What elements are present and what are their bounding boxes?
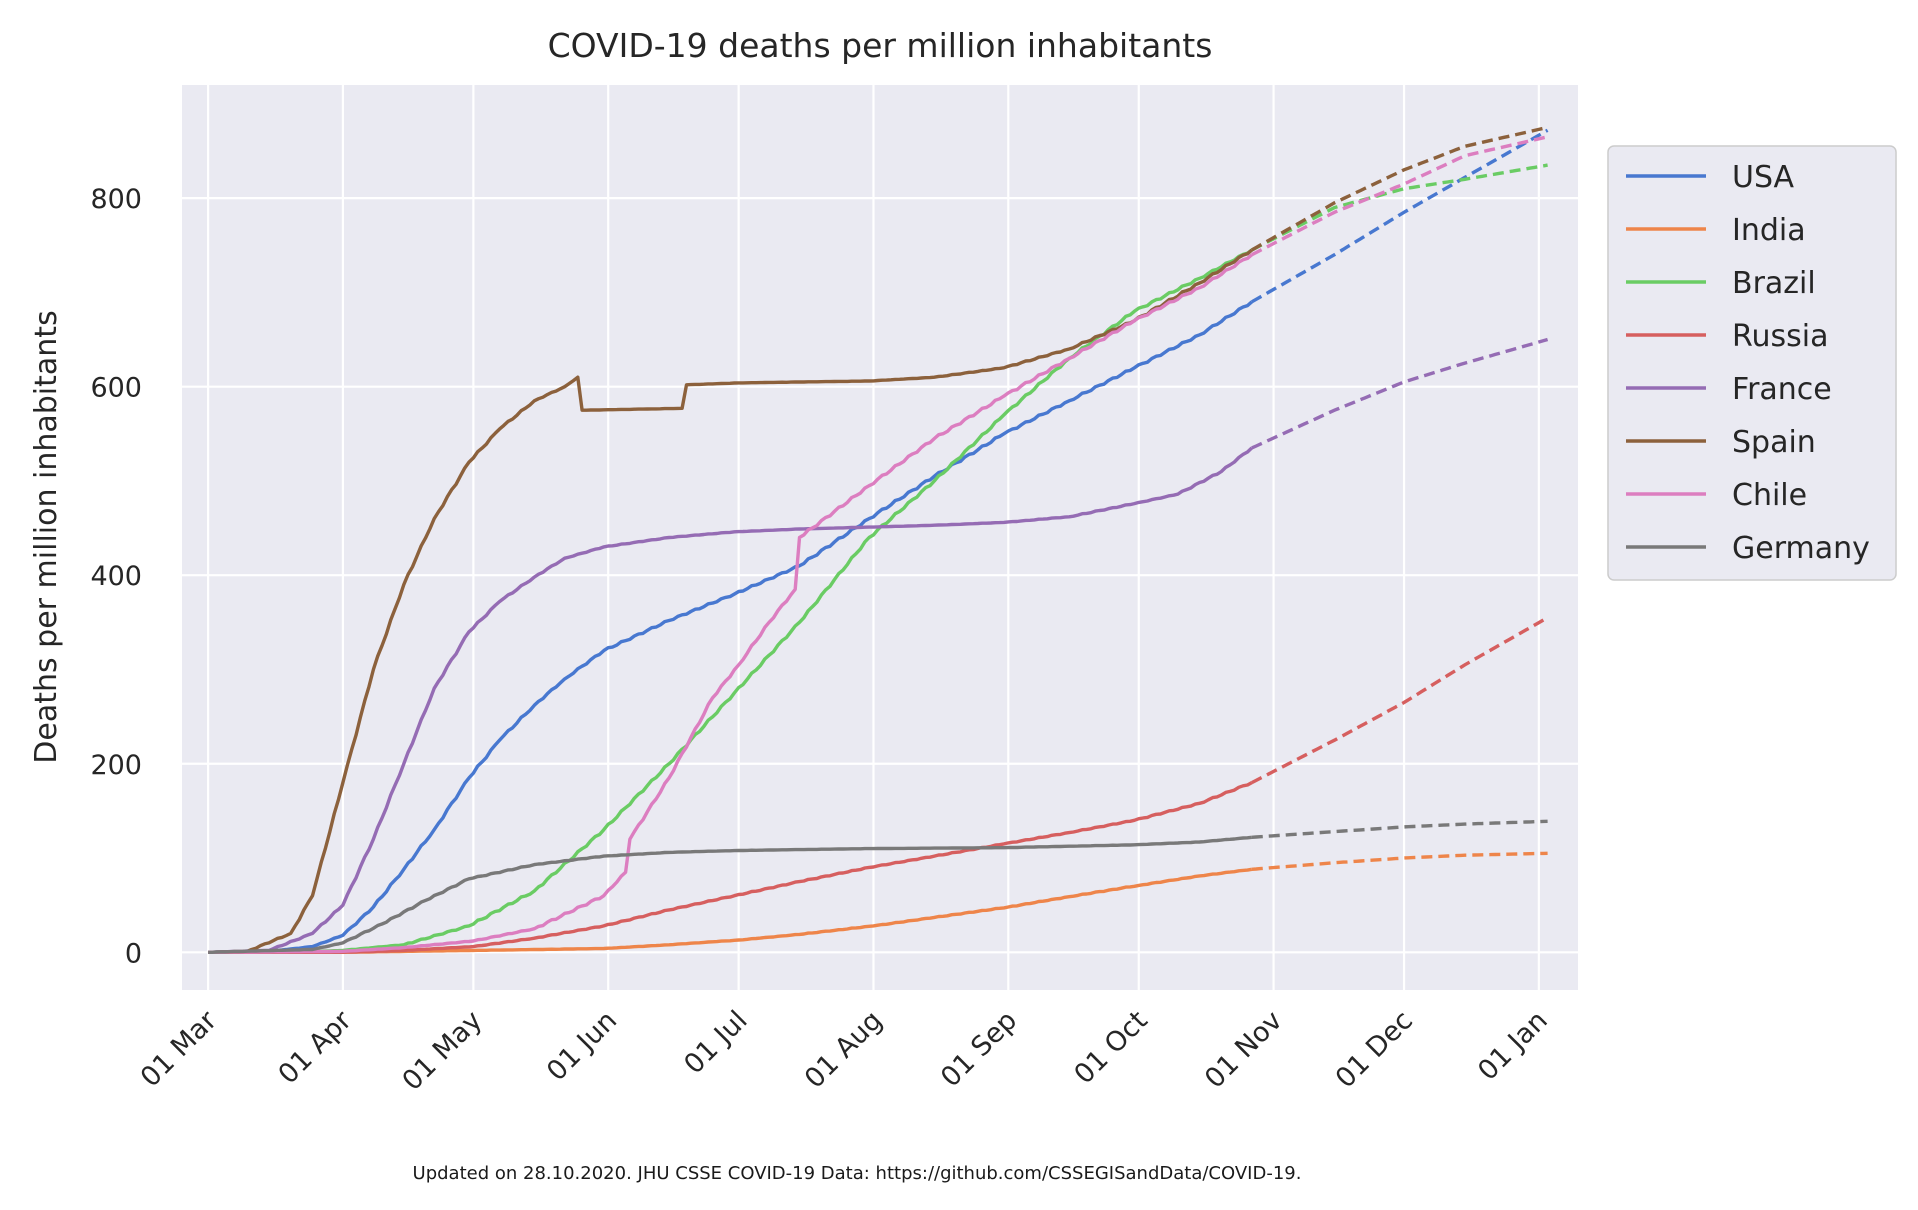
series-forecast-germany — [1251, 819, 1548, 839]
series-forecast-spain — [1250, 125, 1548, 252]
x-tick-label: 01 Jan — [1472, 1005, 1554, 1087]
legend-label-france: France — [1732, 372, 1832, 407]
series-lines — [208, 125, 1549, 954]
x-tick-label: 01 May — [397, 1005, 489, 1097]
series-line-spain — [208, 248, 1253, 954]
y-axis-ticks: 0 200 400 600 800 — [90, 184, 142, 969]
y-tick-label: 200 — [90, 750, 142, 781]
x-tick-label: 01 Nov — [1199, 1005, 1289, 1095]
chart-title: COVID-19 deaths per million inhabitants — [548, 26, 1213, 65]
y-tick-label: 0 — [125, 938, 142, 969]
legend-label-germany: Germany — [1732, 531, 1870, 566]
plot-area — [182, 85, 1578, 990]
series-line-russia — [208, 781, 1253, 954]
series-line-germany — [208, 835, 1252, 954]
x-tick-label: 01 Oct — [1068, 1005, 1153, 1090]
series-line-chile — [208, 253, 1253, 954]
legend: USA India Brazil Russia France Spain Chile Germ… — [1607, 145, 1897, 581]
x-tick-label: 01 Apr — [273, 1004, 359, 1090]
series-forecast-india — [1251, 851, 1548, 871]
series-forecast-brazil — [1251, 163, 1548, 252]
grid-lines — [182, 85, 1578, 990]
x-tick-label: 01 Dec — [1330, 1005, 1419, 1094]
x-axis-ticks: 01 Mar 01 Apr 01 May 01 Jun 01 Jul 01 Aug 01 S… — [135, 1004, 1554, 1096]
x-tick-label: 01 Aug — [799, 1005, 889, 1095]
series-forecast-france — [1251, 337, 1549, 450]
x-tick-label: 01 Mar — [135, 1004, 224, 1093]
series-forecast-usa — [1250, 128, 1549, 304]
series-line-france — [208, 446, 1253, 954]
x-tick-label: 01 Jul — [678, 1005, 753, 1080]
y-tick-label: 400 — [90, 561, 142, 592]
y-tick-label: 600 — [90, 373, 142, 404]
x-tick-label: 01 Sep — [935, 1005, 1023, 1093]
legend-label-spain: Spain — [1732, 425, 1816, 460]
legend-label-chile: Chile — [1732, 478, 1807, 513]
series-forecast-chile — [1251, 135, 1548, 257]
series-line-usa — [208, 300, 1253, 954]
legend-label-india: India — [1732, 213, 1806, 248]
legend-box — [1607, 145, 1897, 581]
y-axis-label: Deaths per million inhabitants — [29, 310, 64, 763]
legend-label-brazil: Brazil — [1732, 266, 1816, 301]
series-forecast-russia — [1251, 616, 1549, 785]
x-tick-label: 01 Jun — [541, 1005, 623, 1087]
footnote: Updated on 28.10.2020. JHU CSSE COVID-19… — [413, 1163, 1302, 1184]
legend-label-russia: Russia — [1732, 319, 1829, 354]
y-tick-label: 800 — [90, 184, 142, 215]
legend-label-usa: USA — [1732, 160, 1795, 195]
